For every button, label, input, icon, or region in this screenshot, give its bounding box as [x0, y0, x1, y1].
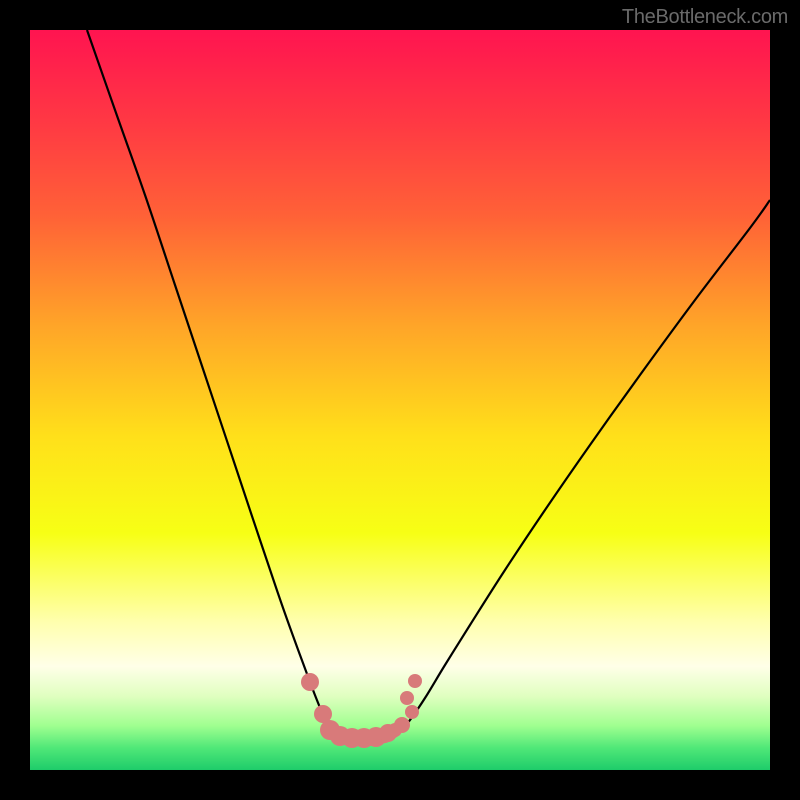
watermark-text: TheBottleneck.com — [622, 6, 788, 29]
marker-cluster — [301, 673, 422, 748]
v-curve-layer — [30, 30, 770, 770]
data-marker — [405, 705, 419, 719]
plot-area — [30, 30, 770, 770]
v-curve-line — [87, 30, 770, 738]
data-marker — [408, 674, 422, 688]
data-marker — [400, 691, 414, 705]
data-marker — [394, 717, 410, 733]
chart-frame: TheBottleneck.com — [0, 0, 800, 800]
data-marker — [301, 673, 319, 691]
